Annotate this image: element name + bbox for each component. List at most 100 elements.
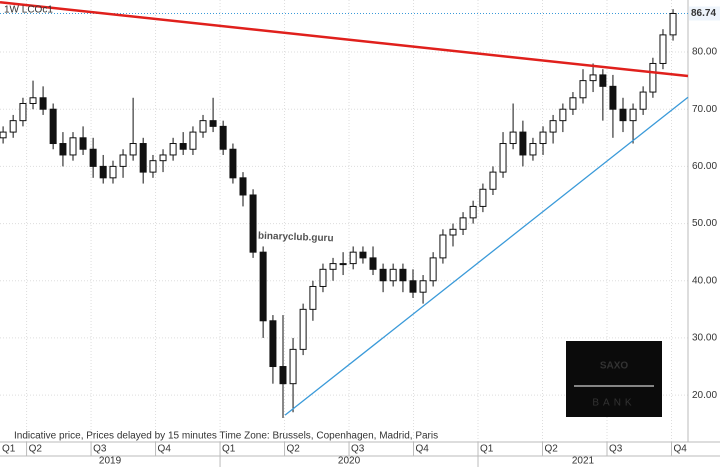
candle-body xyxy=(379,268,387,282)
last-price-label: 86.74 xyxy=(691,8,716,19)
candle-body xyxy=(339,263,347,266)
candle-body xyxy=(409,280,417,293)
y-tick-label: 50.00 xyxy=(692,218,717,229)
candle-body xyxy=(29,97,37,104)
candle-body xyxy=(509,131,517,145)
y-tick-label: 30.00 xyxy=(692,333,717,344)
trendline xyxy=(0,1,689,78)
x-tick-label: Q2 xyxy=(287,444,301,455)
candle-body xyxy=(169,143,177,156)
y-tick-label: 70.00 xyxy=(692,104,717,115)
candle-body xyxy=(489,171,497,190)
candle-body xyxy=(389,268,397,282)
candle-body xyxy=(629,108,637,122)
candle-body xyxy=(249,194,257,253)
candle-body xyxy=(359,251,367,259)
candle-body xyxy=(649,62,657,93)
candle-body xyxy=(669,12,677,36)
y-tick-label: 80.00 xyxy=(692,47,717,58)
candle-body xyxy=(129,143,137,156)
chart-title: 1W LCOc1 xyxy=(4,5,53,16)
candle-body xyxy=(279,366,287,385)
candle-body xyxy=(519,131,527,156)
candle-body xyxy=(639,91,647,110)
x-tick-label: Q3 xyxy=(609,444,623,455)
candle-body xyxy=(179,143,187,150)
logo-top: SAXO xyxy=(600,361,629,372)
trendline xyxy=(284,96,689,416)
candle-body xyxy=(529,143,537,156)
candle-body xyxy=(229,148,237,179)
candle-body xyxy=(609,85,617,110)
candle-body xyxy=(449,228,457,236)
x-tick-label: Q3 xyxy=(351,444,365,455)
x-tick-label: Q2 xyxy=(545,444,559,455)
candle-body xyxy=(59,143,67,156)
x-tick-label: Q4 xyxy=(158,444,172,455)
x-tick-label: Q4 xyxy=(673,444,687,455)
candle-body xyxy=(209,120,217,127)
candle-body xyxy=(479,188,487,207)
watermark: binaryclub.guru xyxy=(258,231,334,245)
candle-body xyxy=(619,108,627,122)
candle-body xyxy=(159,154,167,162)
candle-body xyxy=(319,268,327,287)
y-tick-label: 20.00 xyxy=(692,390,717,401)
candle-body xyxy=(439,234,447,259)
footnote: Indicative price, Prices delayed by 15 m… xyxy=(14,431,438,442)
year-label: 2020 xyxy=(338,456,361,467)
candle-body xyxy=(139,143,147,173)
y-tick-label: 60.00 xyxy=(692,161,717,172)
candle-body xyxy=(419,280,427,293)
candle-body xyxy=(109,165,117,179)
candle-body xyxy=(469,205,477,219)
candle-body xyxy=(119,154,127,167)
candle-body xyxy=(79,137,87,150)
x-tick-label: Q2 xyxy=(29,444,43,455)
x-tick-label: Q4 xyxy=(416,444,430,455)
candle-body xyxy=(369,257,377,270)
candle-body xyxy=(569,97,577,110)
candle-body xyxy=(259,251,267,322)
candle-body xyxy=(9,120,17,133)
year-label: 2021 xyxy=(572,456,595,467)
x-tick-label: Q1 xyxy=(222,444,236,455)
logo-bottom: BANK xyxy=(592,398,635,409)
candle-body xyxy=(0,131,7,139)
candle-body xyxy=(559,108,567,122)
y-tick-label: 40.00 xyxy=(692,275,717,286)
candle-body xyxy=(549,120,557,133)
candle-body xyxy=(429,257,437,282)
candle-body xyxy=(199,120,207,133)
x-tick-label: Q1 xyxy=(2,444,16,455)
candle-body xyxy=(189,131,197,150)
candle-body xyxy=(659,34,667,64)
candle-body xyxy=(539,131,547,145)
candle-body xyxy=(299,308,307,350)
candle-body xyxy=(589,74,597,82)
candle-body xyxy=(579,80,587,99)
candle-body xyxy=(349,251,357,265)
year-label: 2019 xyxy=(99,456,122,467)
candle-body xyxy=(19,102,27,122)
candle-body xyxy=(269,320,277,368)
candle-body xyxy=(69,137,77,156)
candle-body xyxy=(329,263,337,270)
candle-body xyxy=(49,108,57,145)
candle-body xyxy=(499,143,507,173)
candle-body xyxy=(39,97,47,110)
last-price-box xyxy=(689,6,720,21)
candle-body xyxy=(99,165,107,179)
candle-body xyxy=(239,177,247,196)
candle-body xyxy=(309,285,317,310)
candle-body xyxy=(459,217,467,230)
candle-body xyxy=(399,268,407,282)
candle-body xyxy=(599,74,607,87)
candle-body xyxy=(219,125,227,150)
candle-body xyxy=(89,148,97,167)
logo-box xyxy=(566,341,662,417)
candle-body xyxy=(289,348,297,385)
x-tick-label: Q3 xyxy=(93,444,107,455)
x-tick-label: Q1 xyxy=(480,444,494,455)
